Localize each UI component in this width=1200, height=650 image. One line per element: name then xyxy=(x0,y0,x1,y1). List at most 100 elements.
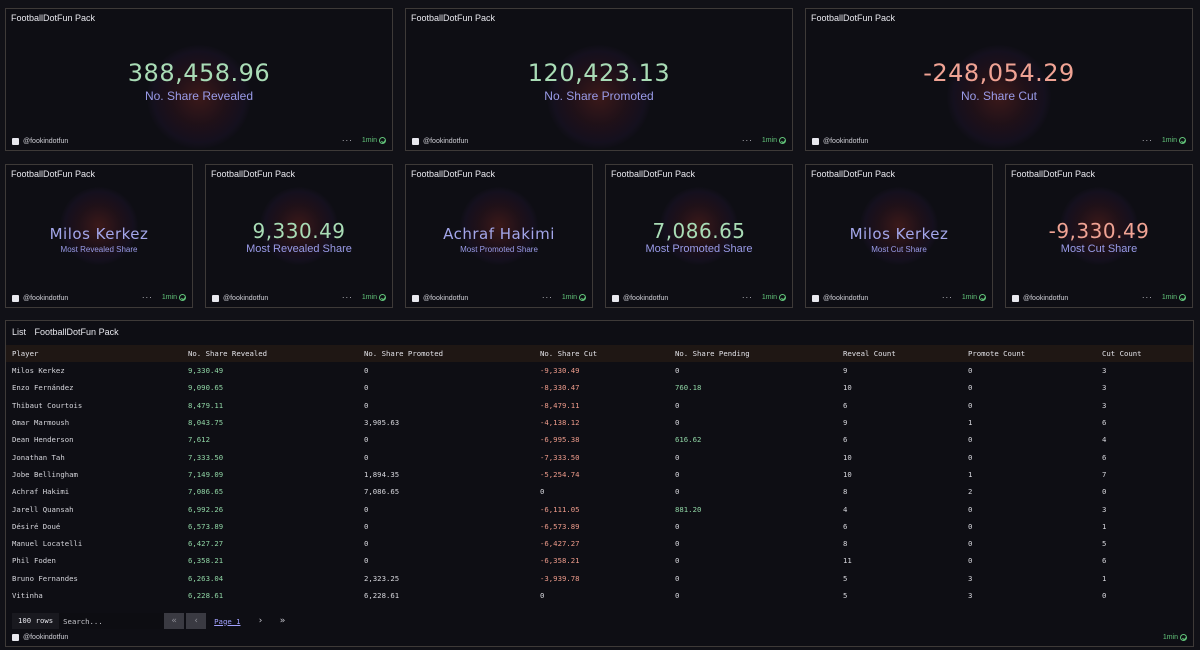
table-row[interactable]: Milos Kerkez 9,330.49 0 -9,330.49 0 9 0 3 xyxy=(6,362,1193,379)
card-value: -9,330.49 xyxy=(1048,219,1150,243)
more-options-icon[interactable]: ··· xyxy=(341,136,353,145)
list-label: List xyxy=(12,327,27,337)
table-row[interactable]: Thibaut Courtois 8,479.11 0 -8,479.11 0 6 0 3 xyxy=(6,397,1193,414)
table-cell: 0 xyxy=(675,469,680,479)
check-circle-icon xyxy=(779,137,786,144)
list-name: FootballDotFun Pack xyxy=(34,327,119,337)
table-cell: 4 xyxy=(1102,435,1107,445)
rows-per-page-select[interactable]: 100 rows xyxy=(12,613,60,629)
more-options-icon[interactable]: ··· xyxy=(141,293,153,302)
table-cell: 6 xyxy=(843,521,848,531)
refresh-status: 1min xyxy=(1162,137,1186,144)
column-header[interactable]: Promote Count xyxy=(968,349,1026,358)
table-row[interactable]: Achraf Hakimi 7,086.65 7,086.65 0 0 8 2 0 xyxy=(6,483,1193,500)
table-cell: 7,612 xyxy=(188,435,210,445)
current-page-link[interactable]: Page 1 xyxy=(214,616,241,626)
refresh-status: 1min xyxy=(362,294,386,301)
card-footer-status: ··· 1min xyxy=(742,293,786,302)
card-label: Most Cut Share xyxy=(1060,243,1138,255)
table-row[interactable]: Vitinha 6,228.61 6,228.61 0 0 5 3 0 xyxy=(6,587,1193,604)
table-row[interactable]: Jonathan Tah 7,333.50 0 -7,333.50 0 10 0 6 xyxy=(6,448,1193,465)
card-title: FootballDotFun Pack xyxy=(411,169,496,179)
more-options-icon[interactable]: ··· xyxy=(741,136,753,145)
table-row[interactable]: Manuel Locatelli 6,427.27 0 -6,427.27 0 8 0 5 xyxy=(6,535,1193,552)
card-footer-status: ··· 1min xyxy=(342,293,386,302)
column-header[interactable]: Cut Count xyxy=(1102,349,1142,358)
table-cell: -9,330.49 xyxy=(540,366,580,376)
table-row[interactable]: Jarell Quansah 6,992.26 0 -6,111.05 881.20 4 0… xyxy=(6,500,1193,517)
card-shares-promoted: FootballDotFun Pack 120,423.13 No. Share P… xyxy=(405,8,793,151)
more-options-icon[interactable]: ··· xyxy=(1141,293,1153,302)
search-input[interactable] xyxy=(59,613,165,629)
card-footer-handle: @fookindotfun xyxy=(412,138,468,145)
table-cell: 3 xyxy=(1102,383,1107,393)
table-cell: 5 xyxy=(843,573,848,583)
card-value: Milos Kerkez xyxy=(49,225,149,243)
table-cell: 0 xyxy=(968,435,973,445)
column-header[interactable]: No. Share Pending xyxy=(675,349,750,358)
table-cell: 0 xyxy=(968,452,973,462)
last-page-button[interactable]: » xyxy=(273,613,293,629)
card-shares-cut: FootballDotFun Pack -248,054.29 No. Share … xyxy=(805,8,1193,151)
card-label: Most Cut Share xyxy=(871,245,927,254)
table-cell: 7 xyxy=(1102,469,1107,479)
card-label: No. Share Promoted xyxy=(544,89,654,103)
more-options-icon[interactable]: ··· xyxy=(341,293,353,302)
card-footer-status: ··· 1min xyxy=(942,293,986,302)
table-cell: 5 xyxy=(843,591,848,600)
list-title: List FootballDotFun Pack xyxy=(12,327,119,337)
handle: @fookindotfun xyxy=(423,138,469,145)
table-cell: 0 xyxy=(364,400,369,410)
table-cell: 3 xyxy=(1102,504,1107,514)
more-options-icon[interactable]: ··· xyxy=(1141,136,1153,145)
logo-icon xyxy=(12,295,19,302)
card-most-promoted-player: FootballDotFun Pack Achraf Hakimi Most Pro… xyxy=(405,164,593,308)
more-options-icon[interactable]: ··· xyxy=(941,293,953,302)
handle: @fookindotfun xyxy=(1023,295,1069,302)
table-cell: 1 xyxy=(968,418,973,428)
table-row[interactable]: Omar Marmoush 8,043.75 3,905.63 -4,138.12 0 9… xyxy=(6,414,1193,431)
table-cell: 11 xyxy=(843,556,852,566)
table-cell: 0 xyxy=(364,504,369,514)
logo-icon xyxy=(412,138,419,145)
table-cell: 0 xyxy=(364,539,369,549)
check-circle-icon xyxy=(779,294,786,301)
logo-icon xyxy=(212,295,219,302)
check-circle-icon xyxy=(1180,634,1187,641)
table-row[interactable]: Jobe Bellingham 7,149.09 1,894.35 -5,254.74… xyxy=(6,466,1193,483)
table-cell: 8 xyxy=(843,539,848,549)
card-title: FootballDotFun Pack xyxy=(1011,169,1096,179)
column-header[interactable]: Player xyxy=(12,349,39,358)
table-row[interactable]: Bruno Fernandes 6,263.04 2,323.25 -3,939.78… xyxy=(6,570,1193,587)
column-header[interactable]: No. Share Cut xyxy=(540,349,598,358)
table-row[interactable]: Désiré Doué 6,573.89 0 -6,573.89 0 6 0 1 xyxy=(6,518,1193,535)
table-cell: 0 xyxy=(364,556,369,566)
next-page-button[interactable]: › xyxy=(251,613,271,629)
table-cell: 0 xyxy=(968,521,973,531)
table-cell: 0 xyxy=(364,366,369,376)
check-circle-icon xyxy=(1179,294,1186,301)
handle: @fookindotfun xyxy=(423,295,469,302)
column-header[interactable]: Reveal Count xyxy=(843,349,896,358)
table-cell: Jarell Quansah xyxy=(12,504,74,514)
column-header[interactable]: No. Share Revealed xyxy=(188,349,268,358)
column-header[interactable]: No. Share Promoted xyxy=(364,349,444,358)
previous-page-button[interactable]: ‹ xyxy=(186,613,207,629)
table-cell: -7,333.50 xyxy=(540,452,580,462)
table-cell: 0 xyxy=(675,539,680,549)
card-footer-status: ··· 1min xyxy=(342,136,386,145)
table-row[interactable]: Enzo Fernández 9,090.65 0 -8,330.47 760.18 10… xyxy=(6,379,1193,396)
card-value: 120,423.13 xyxy=(527,59,671,87)
card-label: No. Share Cut xyxy=(960,89,1038,103)
card-footer-status: ··· 1min xyxy=(542,293,586,302)
table-row[interactable]: Phil Foden 6,358.21 0 -6,358.21 0 11 0 6 xyxy=(6,552,1193,569)
refresh-status: 1min xyxy=(1162,294,1186,301)
more-options-icon[interactable]: ··· xyxy=(541,293,553,302)
table-cell: 1,894.35 xyxy=(364,469,400,479)
first-page-button[interactable]: « xyxy=(164,613,185,629)
refresh-status: 1min xyxy=(362,137,386,144)
table-row[interactable]: Dean Henderson 7,612 0 -6,995.38 616.62 6 0 4 xyxy=(6,431,1193,448)
table-cell: 6,263.04 xyxy=(188,573,224,583)
more-options-icon[interactable]: ··· xyxy=(741,293,753,302)
table-cell: 8,479.11 xyxy=(188,400,224,410)
